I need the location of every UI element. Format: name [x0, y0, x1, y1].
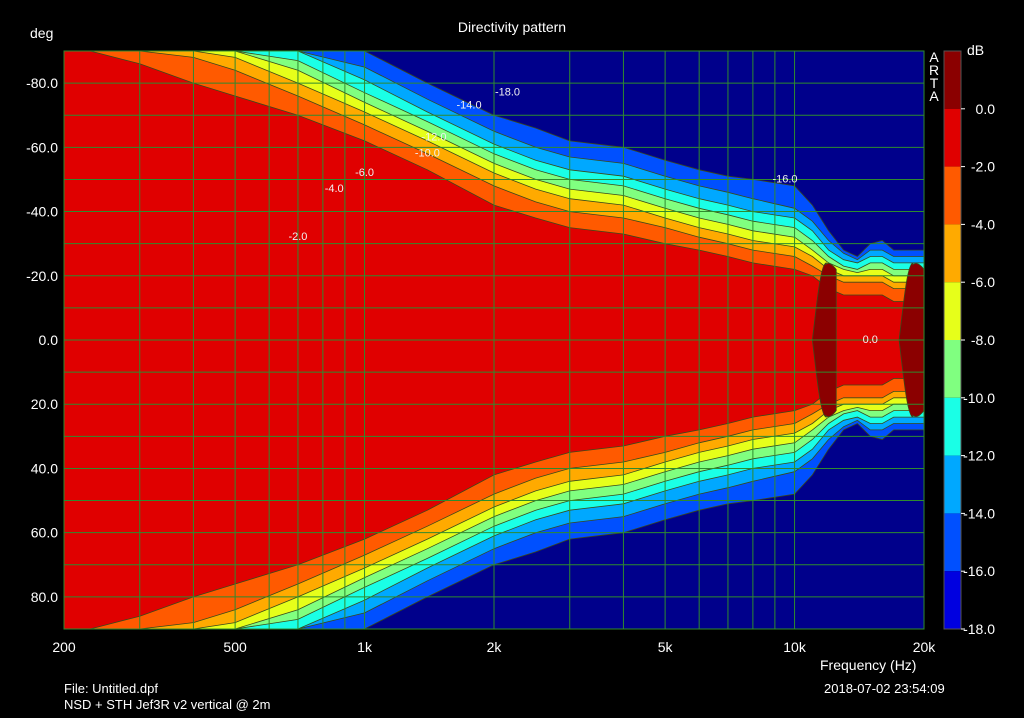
colorbar-tick-label: -2.0: [971, 159, 995, 175]
y-tick-label: 20.0: [31, 396, 58, 412]
x-tick-label: 1k: [357, 639, 373, 655]
colorbar-tick-label: -18.0: [963, 621, 995, 637]
plot-border: [63, 50, 925, 630]
colorbar-swatch: [944, 455, 961, 514]
colorbar-tick-label: -10.0: [963, 390, 995, 406]
contour-label: -14.0: [457, 99, 482, 111]
y-tick-label: -60.0: [26, 139, 58, 155]
colorbar-tick-label: -6.0: [971, 274, 995, 290]
y-axis-label: deg: [30, 25, 54, 41]
x-tick-label: 2k: [487, 639, 503, 655]
y-tick-label: 0.0: [39, 332, 59, 348]
x-tick-label: 10k: [783, 639, 807, 655]
contour-label: -16.0: [772, 173, 797, 185]
colorbar-tick-label: -8.0: [971, 332, 995, 348]
colorbar: 0.0 -2.0 -4.0 -6.0 -8.0 -10.0 -12.0 -14.0 -16.0 -…: [943, 50, 996, 637]
colorbar-swatch: [944, 340, 961, 398]
y-tick-label: 80.0: [31, 589, 58, 605]
colorbar-tick-label: -4.0: [971, 216, 995, 232]
app-logo-letter: R: [928, 62, 940, 78]
colorbar-swatch: [944, 513, 961, 572]
colorbar-label: dB: [967, 42, 985, 58]
contour-label: -10.0: [415, 148, 440, 160]
y-tick-label: 60.0: [31, 525, 58, 541]
y-tick-label: -20.0: [26, 268, 58, 284]
contour-label: -6.0: [355, 167, 374, 179]
contour-label: 0.0: [863, 334, 878, 346]
x-tick-label: 200: [52, 639, 76, 655]
colorbar-swatch: [944, 224, 961, 283]
colorbar-swatch: [944, 108, 961, 167]
colorbar-swatch: [944, 282, 961, 340]
colorbar-tick-label: -14.0: [963, 505, 995, 521]
colorbar-tick-label: -16.0: [963, 563, 995, 579]
contour-label: -4.0: [325, 183, 344, 195]
app-logo-letter: A: [929, 49, 939, 65]
timestamp-text: 2018-07-02 23:54:09: [824, 681, 945, 696]
y-tick-label: -40.0: [26, 204, 58, 220]
contour-label: -18.0: [495, 87, 520, 99]
chart-title: Directivity pattern: [457, 19, 567, 35]
colorbar-swatch: [944, 51, 961, 109]
colorbar-swatch: [944, 571, 961, 629]
file-name-text: File: Untitled.dpf: [64, 681, 158, 696]
colorbar-tick-label: 0.0: [976, 101, 996, 117]
colorbar-tick-label: -12.0: [963, 448, 995, 464]
app-logo-letter: A: [929, 88, 939, 104]
y-tick-label: -80.0: [26, 75, 58, 91]
colorbar-swatch: [944, 397, 961, 456]
colorbar-swatch: [944, 166, 961, 225]
x-tick-label: 5k: [658, 639, 674, 655]
app-logo-letter: T: [929, 75, 939, 91]
y-tick-label: 40.0: [31, 460, 58, 476]
grid-lines: [63, 51, 925, 629]
contour-label: -2.0: [288, 231, 307, 243]
x-tick-label: 20k: [913, 639, 937, 655]
x-tick-label: 500: [223, 639, 247, 655]
x-axis-label: Frequency (Hz): [820, 657, 917, 673]
contour-label: -12.0: [421, 132, 446, 144]
measurement-description: NSD + STH Jef3R v2 vertical @ 2m: [64, 697, 271, 712]
